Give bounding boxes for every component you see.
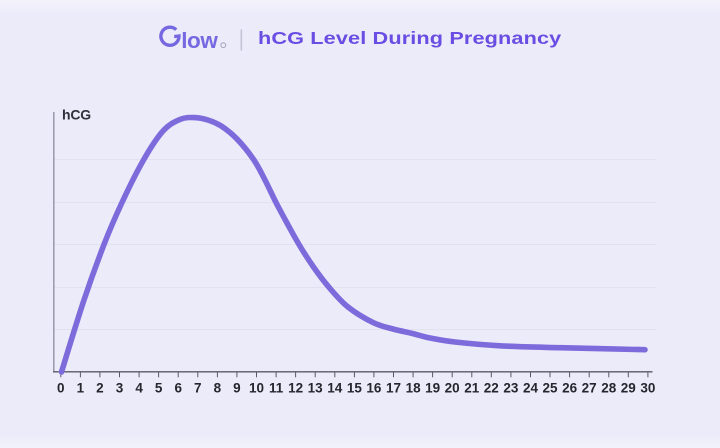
- svg-text:10: 10: [249, 381, 264, 396]
- svg-text:26: 26: [562, 381, 578, 396]
- svg-text:14: 14: [327, 381, 343, 396]
- svg-text:9: 9: [233, 381, 241, 396]
- svg-text:28: 28: [601, 381, 617, 396]
- svg-text:24: 24: [523, 381, 539, 396]
- svg-text:22: 22: [484, 381, 499, 396]
- svg-text:13: 13: [308, 381, 324, 396]
- svg-text:21: 21: [464, 381, 480, 396]
- svg-text:23: 23: [503, 381, 519, 396]
- svg-text:5: 5: [155, 381, 163, 396]
- svg-text:16: 16: [366, 381, 382, 396]
- svg-text:hCG: hCG: [62, 107, 91, 123]
- svg-text:12: 12: [288, 381, 303, 396]
- svg-text:6: 6: [174, 381, 182, 396]
- svg-text:30: 30: [640, 381, 655, 396]
- svg-text:4: 4: [135, 381, 143, 396]
- svg-text:29: 29: [621, 381, 636, 396]
- svg-text:hCG Level During Pregnancy: hCG Level During Pregnancy: [258, 29, 561, 49]
- svg-text:0: 0: [57, 381, 65, 396]
- svg-text:15: 15: [347, 381, 363, 396]
- svg-text:7: 7: [194, 381, 202, 396]
- svg-text:25: 25: [542, 381, 558, 396]
- svg-text:17: 17: [386, 381, 401, 396]
- svg-text:8: 8: [214, 381, 222, 396]
- svg-text:low: low: [181, 28, 218, 53]
- svg-text:19: 19: [425, 381, 440, 396]
- svg-text:27: 27: [582, 381, 597, 396]
- svg-text:3: 3: [116, 381, 124, 396]
- svg-text:20: 20: [445, 381, 460, 396]
- svg-text:1: 1: [77, 381, 85, 396]
- svg-text:11: 11: [269, 381, 284, 396]
- svg-text:2: 2: [96, 381, 104, 396]
- svg-text:18: 18: [406, 381, 422, 396]
